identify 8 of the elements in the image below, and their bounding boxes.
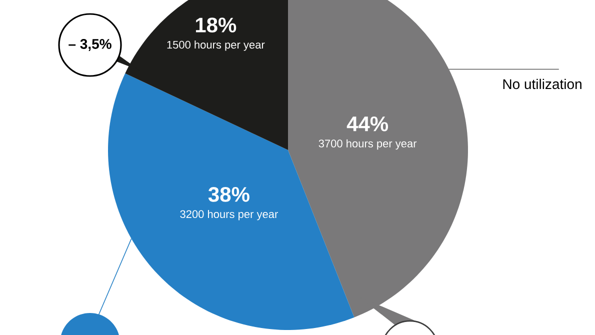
data-label: 18% xyxy=(196,18,236,32)
text: 3700 hours per year xyxy=(318,139,417,150)
text: – 3,5% xyxy=(68,39,112,51)
text: 1500 hours per year xyxy=(167,40,265,51)
slice-label: No utilization xyxy=(503,78,582,90)
data-label: 44% xyxy=(346,116,388,132)
text: 3200 hours per year xyxy=(180,210,278,220)
data-label: 38% xyxy=(208,187,250,202)
